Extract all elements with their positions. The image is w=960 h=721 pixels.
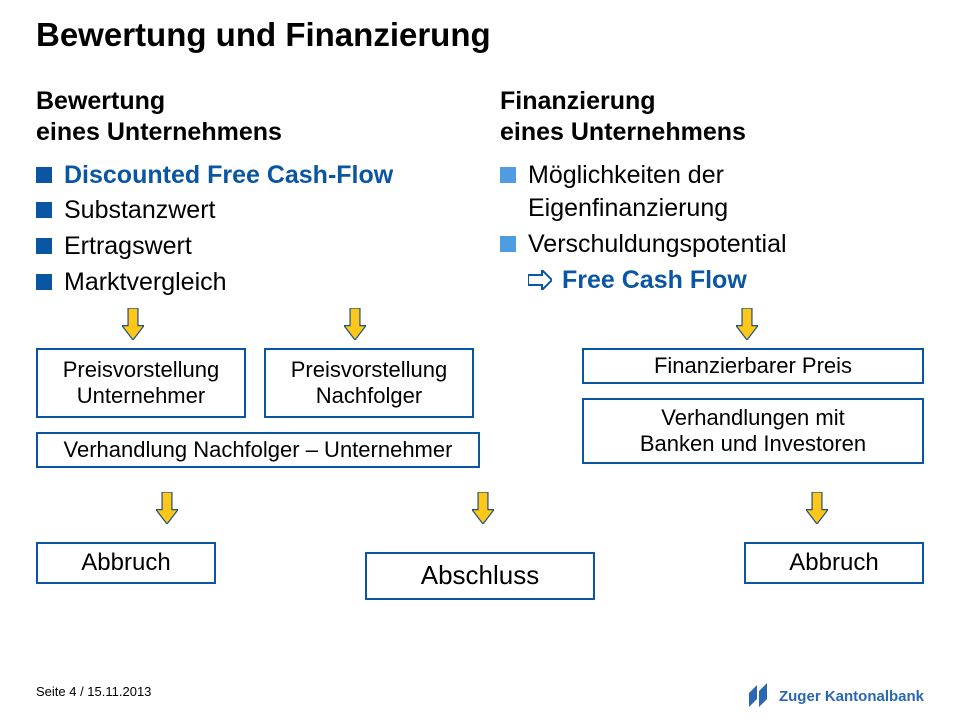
left-bullet-item: Substanzwert xyxy=(36,194,460,228)
financeable-price-text: Finanzierbarer Preis xyxy=(584,353,922,379)
price-seller-line1: Preisvorstellung xyxy=(38,357,244,383)
negotiation-text: Verhandlung Nachfolger – Unternehmer xyxy=(64,437,453,463)
two-column-layout: Bewertung eines Unternehmens Discounted … xyxy=(36,86,924,302)
down-arrow-wrap xyxy=(156,492,178,529)
square-bullet-icon xyxy=(36,202,52,218)
price-buyer-line1: Preisvorstellung xyxy=(266,357,472,383)
left-column: Bewertung eines Unternehmens Discounted … xyxy=(36,86,460,302)
page-title: Bewertung und Finanzierung xyxy=(36,16,924,54)
right-bullet-line1: Möglichkeiten der xyxy=(528,161,724,189)
price-seller-line2: Unternehmer xyxy=(38,383,244,409)
left-bullet-item: Ertragswert xyxy=(36,230,460,264)
down-arrow-icon xyxy=(156,492,178,524)
right-bullet-list: Möglichkeiten der Eigenfinanzierung Versch… xyxy=(500,159,924,262)
left-bullet-text: Discounted Free Cash-Flow xyxy=(64,159,393,193)
right-bullet-text: Verschuldungspotential xyxy=(528,228,787,262)
square-bullet-icon xyxy=(36,238,52,254)
price-buyer-line2: Nachfolger xyxy=(266,383,472,409)
top-down-arrows-row xyxy=(36,304,924,348)
free-cash-flow-text: Free Cash Flow xyxy=(562,264,747,297)
left-bullet-item: Discounted Free Cash-Flow xyxy=(36,159,460,193)
abort-left-box: Abbruch xyxy=(36,542,216,584)
right-bullet-item: Möglichkeiten der Eigenfinanzierung xyxy=(500,159,924,227)
financeable-price-box: Finanzierbarer Preis xyxy=(582,348,924,384)
left-heading: Bewertung eines Unternehmens xyxy=(36,86,460,149)
bank-neg-line1: Verhandlungen mit xyxy=(584,405,922,431)
footer-text: Seite 4 / 15.11.2013 xyxy=(36,684,151,699)
square-bullet-icon xyxy=(36,167,52,183)
right-bullet-line2: Eigenfinanzierung xyxy=(528,194,728,222)
down-arrow-icon xyxy=(806,492,828,524)
down-arrow-wrap xyxy=(472,492,494,529)
square-bullet-icon xyxy=(36,274,52,290)
down-arrow-icon xyxy=(344,308,366,340)
down-arrow-icon xyxy=(122,308,144,340)
abort-right-text: Abbruch xyxy=(746,549,922,577)
right-arrow-icon xyxy=(528,270,552,290)
free-cash-flow-line: Free Cash Flow xyxy=(528,264,924,297)
close-text: Abschluss xyxy=(367,560,593,591)
right-column: Finanzierung eines Unternehmens Möglichk… xyxy=(500,86,924,302)
right-bullet-item: Verschuldungspotential xyxy=(500,228,924,262)
logo: Zuger Kantonalbank xyxy=(747,683,924,709)
left-box-group: Preisvorstellung Unternehmer Preisvorste… xyxy=(36,348,480,468)
left-bullet-text: Substanzwert xyxy=(64,194,215,228)
down-arrow-wrap xyxy=(344,308,366,345)
right-bullet-text: Möglichkeiten der Eigenfinanzierung xyxy=(528,159,728,227)
left-bullet-text: Ertragswert xyxy=(64,230,192,264)
price-seller-box: Preisvorstellung Unternehmer xyxy=(36,348,246,418)
left-bullet-list: Discounted Free Cash-FlowSubstanzwertErt… xyxy=(36,159,460,300)
down-arrow-wrap xyxy=(806,492,828,529)
price-box-pair: Preisvorstellung Unternehmer Preisvorste… xyxy=(36,348,480,418)
left-bullet-text: Marktvergleich xyxy=(64,266,227,300)
price-boxes-row: Preisvorstellung Unternehmer Preisvorste… xyxy=(36,348,924,468)
abort-left-text: Abbruch xyxy=(38,549,214,577)
abort-right-box: Abbruch xyxy=(744,542,924,584)
bottom-boxes-row: Abbruch Abschluss Abbruch xyxy=(36,542,924,600)
down-arrow-wrap xyxy=(736,308,758,345)
price-buyer-box: Preisvorstellung Nachfolger xyxy=(264,348,474,418)
logo-text: Zuger Kantonalbank xyxy=(779,688,924,705)
left-heading-line1: Bewertung xyxy=(36,87,165,115)
square-bullet-icon xyxy=(500,167,516,183)
right-box-group: Finanzierbarer Preis Verhandlungen mit B… xyxy=(582,348,924,464)
bank-neg-line2: Banken und Investoren xyxy=(584,431,922,457)
bottom-arrows-row xyxy=(36,486,924,542)
right-heading: Finanzierung eines Unternehmens xyxy=(500,86,924,149)
close-box: Abschluss xyxy=(365,552,595,600)
bank-negotiation-box: Verhandlungen mit Banken und Investoren xyxy=(582,398,924,464)
down-arrow-wrap xyxy=(122,308,144,345)
down-arrow-icon xyxy=(472,492,494,524)
right-bullet-line1: Verschuldungspotential xyxy=(528,230,787,258)
slide-page: Bewertung und Finanzierung Bewertung ein… xyxy=(0,0,960,721)
logo-mark-icon xyxy=(747,683,773,709)
right-heading-line1: Finanzierung xyxy=(500,87,656,115)
left-heading-line2: eines Unternehmens xyxy=(36,118,282,146)
left-bullet-item: Marktvergleich xyxy=(36,266,460,300)
down-arrow-icon xyxy=(736,308,758,340)
square-bullet-icon xyxy=(500,236,516,252)
right-heading-line2: eines Unternehmens xyxy=(500,118,746,146)
negotiation-box: Verhandlung Nachfolger – Unternehmer xyxy=(36,432,480,468)
